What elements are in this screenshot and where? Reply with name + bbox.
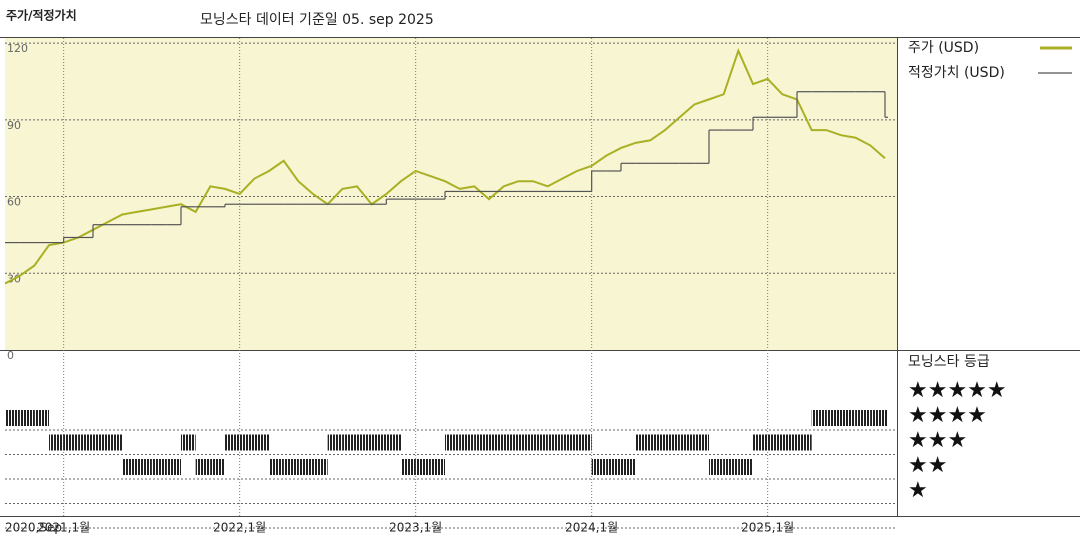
plot-background <box>5 38 897 350</box>
rating-bar <box>107 434 123 451</box>
rating-bar <box>885 410 888 426</box>
rating-bar <box>195 459 211 475</box>
rating-bar <box>738 459 753 475</box>
rating-legend: ★★★ <box>908 428 967 453</box>
rating-legend: ★★★★ <box>908 403 987 428</box>
price-line <box>4 48 886 285</box>
rating-bar <box>225 434 240 451</box>
rating-bar <box>298 459 313 475</box>
rating-bar <box>430 459 445 475</box>
rating-bar <box>166 459 181 475</box>
rating-legend: ★ <box>908 478 928 503</box>
rating-bar <box>122 459 137 475</box>
rating-bar <box>474 434 489 451</box>
rating-bar <box>797 434 812 451</box>
rating-bar <box>313 459 328 475</box>
rating-bar <box>401 459 416 475</box>
x-tick-label: 2025,1월 <box>741 521 794 535</box>
rating-bar <box>650 434 665 451</box>
rating-bar <box>577 434 592 451</box>
rating-bar <box>342 434 357 451</box>
rating-bar <box>665 434 680 451</box>
rating-bar <box>327 434 343 451</box>
rating-bar <box>782 434 797 451</box>
rating-bar <box>459 434 475 451</box>
legend-label: 주가 (USD) <box>908 40 979 56</box>
chart-subtitle: 모닝스타 데이터 기준일 05. sep 2025 <box>200 12 434 28</box>
rating-bar <box>723 459 739 475</box>
rating-legend: ★★ <box>908 453 947 478</box>
rating-bar <box>503 434 519 451</box>
rating-bar <box>767 434 783 451</box>
rating-bar <box>855 410 871 426</box>
chart-title: 주가/적정가치 <box>6 8 77 23</box>
rating-bar <box>63 434 79 451</box>
rating-bar <box>870 410 885 426</box>
x-tick-label: 2024,1월 <box>565 521 618 535</box>
rating-bar <box>283 459 299 475</box>
rating-bar <box>635 434 651 451</box>
rating-bar <box>34 410 49 426</box>
x-tick-label: 2023,1월 <box>389 521 442 535</box>
rating-bar <box>357 434 372 451</box>
rating-bar <box>386 434 401 451</box>
x-tick-label: 2021,1월 <box>37 521 90 535</box>
rating-bar <box>415 459 431 475</box>
rating-bar <box>181 434 196 451</box>
rating-bar <box>254 434 269 451</box>
y-tick-label: 0 <box>7 349 14 362</box>
rating-bar <box>518 434 533 451</box>
rating-bar <box>5 410 20 426</box>
rating-bar <box>547 434 563 451</box>
rating-bar <box>49 434 64 451</box>
rating-bar <box>621 459 636 475</box>
rating-bar <box>19 410 35 426</box>
y-tick-label: 60 <box>7 196 21 209</box>
rating-bar <box>371 434 387 451</box>
rating-bar <box>93 434 108 451</box>
rating-title: 모닝스타 등급 <box>908 354 990 370</box>
rating-bar <box>151 459 167 475</box>
rating-bar <box>753 434 768 451</box>
rating-bar <box>841 410 856 426</box>
legend-label: 적정가치 (USD) <box>908 65 1005 81</box>
rating-bar <box>811 410 827 426</box>
rating-bar <box>78 434 93 451</box>
rating-bar <box>679 434 695 451</box>
y-tick-label: 120 <box>7 42 28 55</box>
rating-bar <box>445 434 460 451</box>
rating-bar <box>269 459 284 475</box>
rating-bar <box>562 434 577 451</box>
rating-bar <box>239 434 255 451</box>
rating-bar <box>489 434 504 451</box>
rating-bar <box>137 459 152 475</box>
rating-bar <box>709 459 724 475</box>
rating-bar <box>694 434 709 451</box>
rating-legend: ★★★★★ <box>908 378 1007 403</box>
rating-bar <box>606 459 621 475</box>
y-tick-label: 90 <box>7 119 21 132</box>
x-tick-label: 2022,1월 <box>213 521 266 535</box>
rating-bar <box>533 434 548 451</box>
rating-bar <box>826 410 841 426</box>
rating-bar <box>591 459 607 475</box>
rating-bar <box>210 459 225 475</box>
